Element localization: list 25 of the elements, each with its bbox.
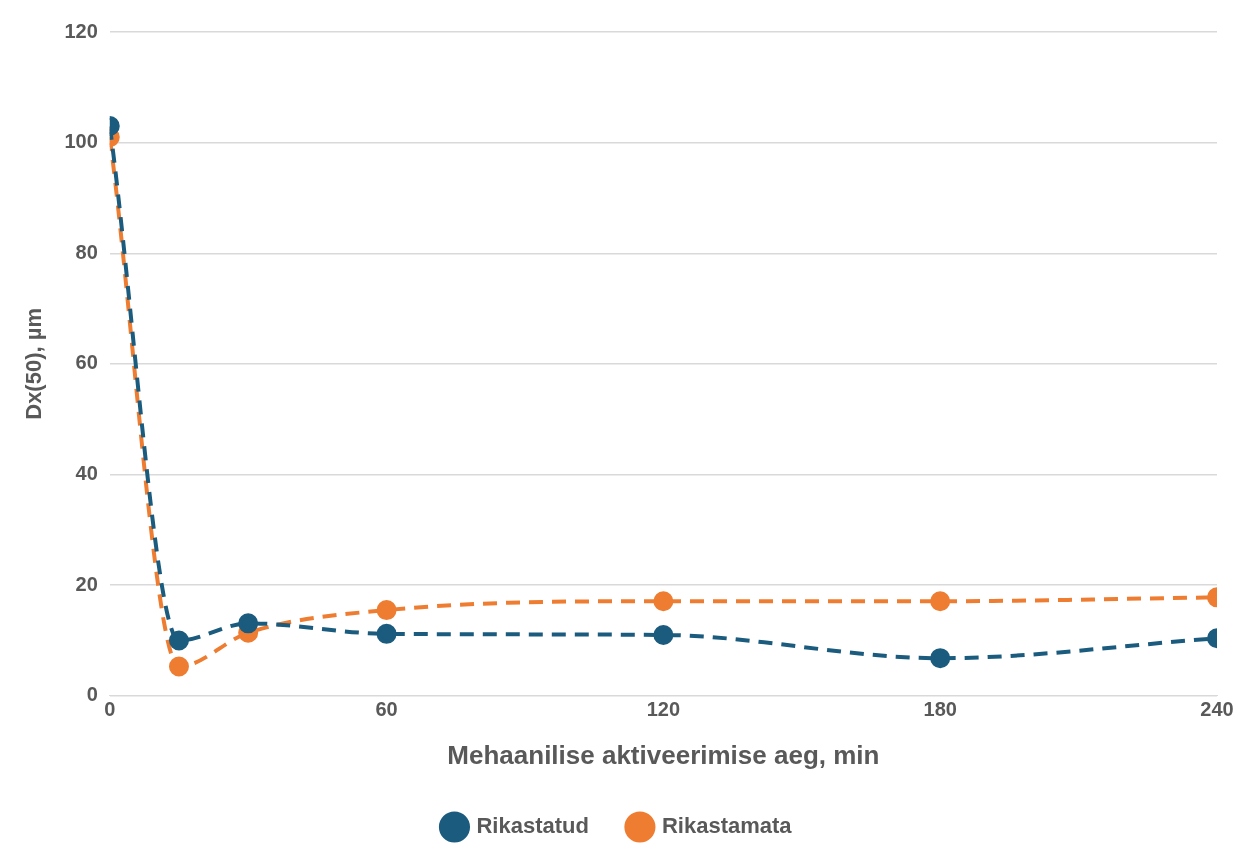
point <box>930 648 951 669</box>
x-tick-label: 60 <box>375 698 398 721</box>
y-tick-label: 100 <box>64 130 98 153</box>
x-tick-label: 240 <box>1200 698 1234 721</box>
y-tick-label: 120 <box>64 19 98 42</box>
legend-label: Rikastatud <box>476 813 589 839</box>
point <box>376 623 397 644</box>
point <box>168 630 189 651</box>
point <box>930 591 951 612</box>
y-tick-label: 80 <box>75 240 98 263</box>
point <box>653 591 674 612</box>
legend-label: Rikastamata <box>661 813 793 839</box>
x-axis-title: Mehaanilise aktiveerimise aeg, min <box>447 739 880 770</box>
y-tick-label: 60 <box>75 351 98 374</box>
point <box>238 613 259 634</box>
x-tick-label: 0 <box>104 698 116 721</box>
point <box>653 624 674 645</box>
y-tick-label: 20 <box>75 572 98 595</box>
y-tick-label: 0 <box>86 683 98 706</box>
point <box>168 656 189 677</box>
x-tick-label: 120 <box>646 698 681 721</box>
point <box>376 600 397 621</box>
y-axis-title: Dx(50), µm <box>21 308 47 420</box>
y-tick-label: 40 <box>75 462 98 485</box>
x-tick-label: 180 <box>923 698 957 721</box>
